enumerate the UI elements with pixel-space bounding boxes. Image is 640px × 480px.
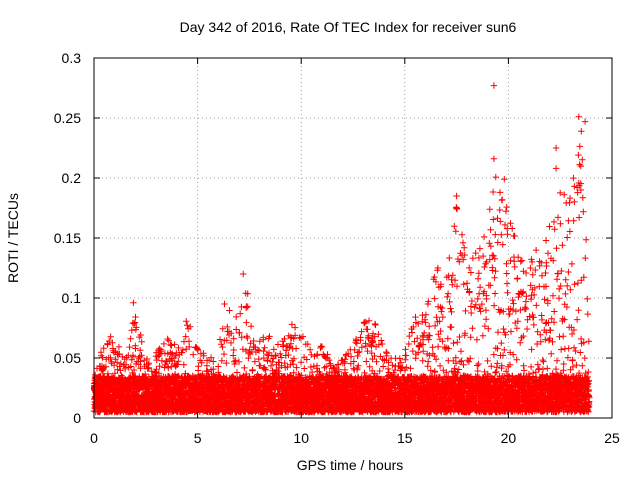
y-tick-label: 0.05 [54,350,81,366]
y-tick-labels: 0 0.05 0.1 0.15 0.2 0.25 0.3 [54,50,81,426]
y-tick-label: 0.3 [62,50,82,66]
x-tick-label: 25 [604,430,620,446]
x-tick-label: 5 [194,430,202,446]
x-tick-labels: 0 5 10 15 20 25 [90,430,620,446]
x-tick-label: 15 [397,430,413,446]
y-axis-label: ROTI / TECUs [5,193,21,283]
chart-title: Day 342 of 2016, Rate Of TEC Index for r… [180,19,517,35]
y-tick-label: 0.2 [62,170,82,186]
x-axis-label: GPS time / hours [297,457,404,473]
x-tick-label: 20 [501,430,517,446]
y-tick-label: 0.25 [54,110,81,126]
y-tick-label: 0 [73,410,81,426]
x-tick-label: 0 [90,430,98,446]
x-tick-label: 10 [293,430,309,446]
y-tick-label: 0.1 [62,290,82,306]
axis-ticks [93,57,613,419]
y-tick-label: 0.15 [54,230,81,246]
